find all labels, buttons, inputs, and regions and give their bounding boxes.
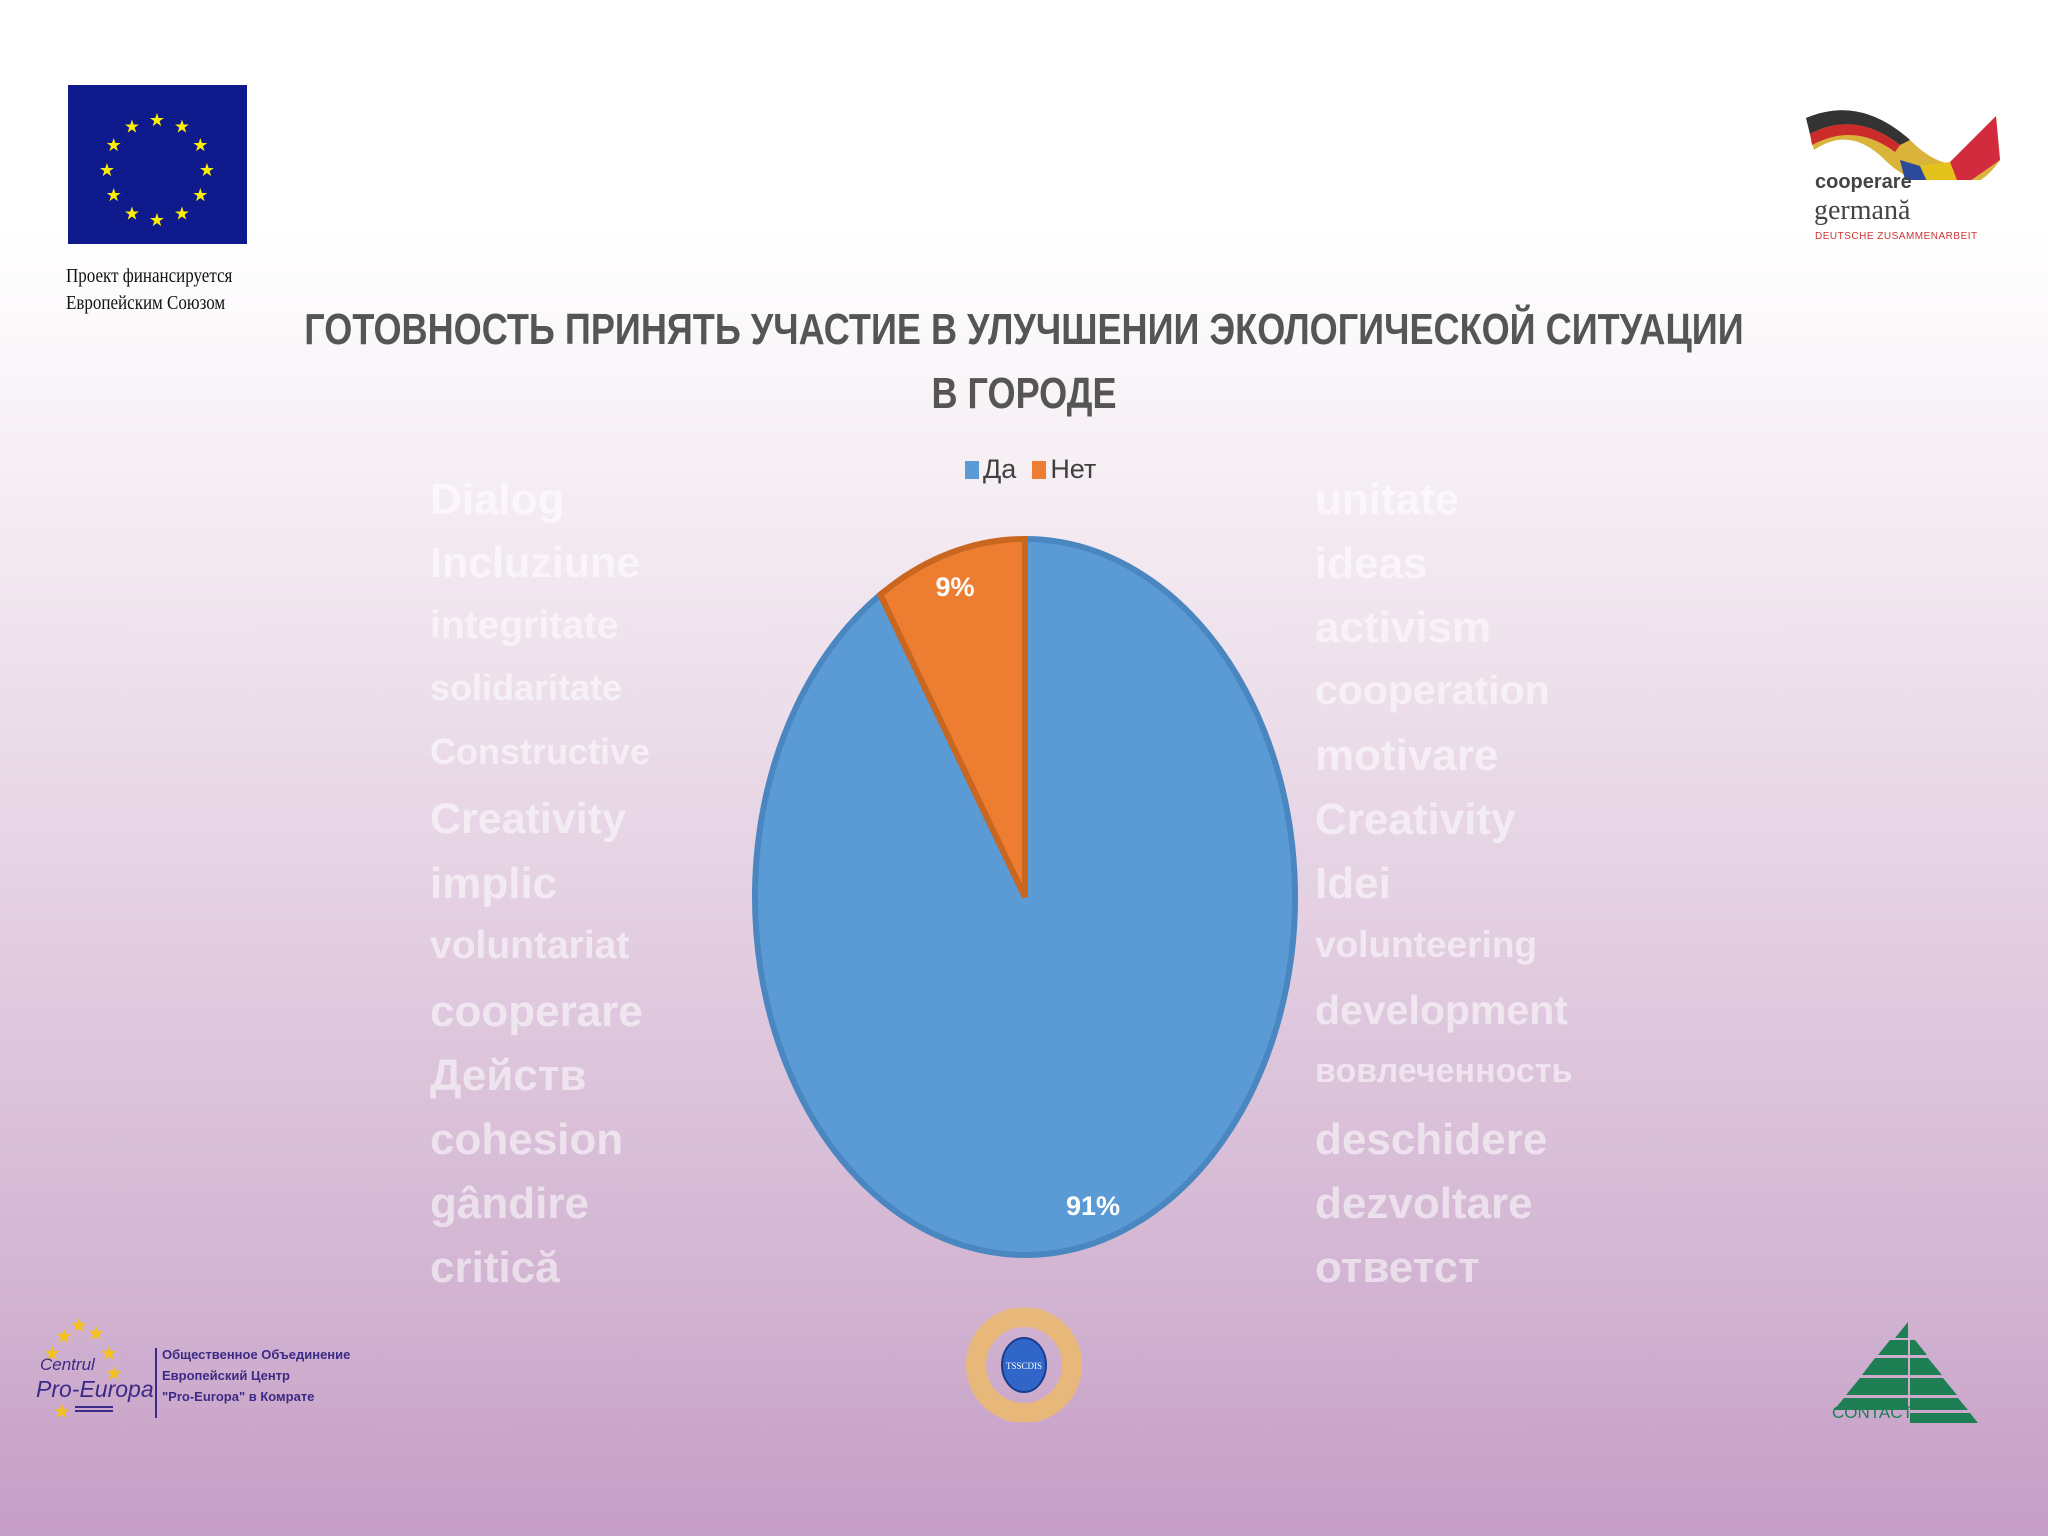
caption-line: Проект финансируется: [66, 265, 233, 287]
background-word: solidaritate: [430, 667, 623, 708]
pro-europa-line: Европейский Центр: [162, 1368, 290, 1383]
background-word: cooperare: [430, 987, 643, 1036]
eu-funding-caption: Проект финансируется Европейским Союзом: [66, 263, 232, 317]
background-word: motivare: [1315, 731, 1499, 780]
eu-star-icon: ★: [199, 160, 215, 180]
background-word: cohesion: [430, 1115, 624, 1164]
background-word: cooperation: [1315, 667, 1550, 713]
data-label-net: 9%: [935, 572, 974, 602]
contact-pyramid-logo: [1834, 1322, 1978, 1423]
background-word: Incluziune: [430, 539, 641, 587]
background-word: Creativity: [1315, 795, 1516, 844]
svg-text:★: ★: [43, 1343, 61, 1365]
pie-slice-net: [876, 535, 1028, 899]
pro-europa-stars-logo: ★★ ★★ ★★★: [43, 1318, 157, 1423]
chart-title: ГОТОВНОСТЬ ПРИНЯТЬ УЧАСТИЕ В УЛУЧШЕНИИ Э…: [0, 298, 2048, 426]
pro-europa-line: "Pro-Europa" в Комрате: [162, 1389, 315, 1404]
eu-star-icon: ★: [124, 117, 140, 137]
background-word: Constructive: [430, 731, 651, 772]
eu-star-icon: ★: [99, 160, 115, 180]
eu-star-icon: ★: [149, 110, 165, 130]
eu-star-icon: ★: [192, 185, 208, 205]
background-word: voluntariat: [430, 924, 630, 967]
background-word: development: [1315, 987, 1568, 1033]
chart-title-line: ГОТОВНОСТЬ ПРИНЯТЬ УЧАСТИЕ В УЛУЧШЕНИИ Э…: [304, 305, 1744, 354]
background-word: вовлеченность: [1315, 1052, 1573, 1090]
background-word: deschidere: [1315, 1115, 1548, 1164]
legend-item-net: Нет: [1032, 454, 1097, 485]
pro-europa-name-2: Pro-Europa: [36, 1376, 154, 1402]
eu-star-icon: ★: [106, 135, 122, 155]
hands-circle-logo: TSSCDIS: [966, 1308, 1082, 1422]
eu-star-icon: ★: [149, 210, 165, 230]
background-word: ideas: [1315, 539, 1428, 588]
pie-slice-da: [752, 535, 1298, 1258]
giz-text-germana: germană: [1814, 195, 1911, 226]
background-word: Creativity: [430, 795, 626, 843]
background-word: integritate: [430, 604, 619, 647]
eu-star-icon: ★: [124, 203, 140, 223]
svg-text:★: ★: [105, 1363, 123, 1385]
background-word: ответст: [1315, 1243, 1480, 1292]
eu-star-icon: ★: [174, 117, 190, 137]
legend-item-da: Да: [965, 454, 1017, 485]
background-word: critică: [430, 1243, 560, 1292]
eu-star-icon: ★: [192, 135, 208, 155]
pro-europa-name-1: Centrul: [40, 1355, 95, 1374]
legend-label: Нет: [1050, 454, 1097, 484]
pro-europa-description: Общественное Объединение Европейский Цен…: [162, 1344, 350, 1407]
eu-flag-logo: ★ ★ ★ ★ ★ ★ ★ ★ ★ ★ ★ ★: [68, 85, 247, 244]
german-moldova-flag-ribbon: [1806, 110, 2000, 180]
background-word: Dialog: [430, 475, 565, 524]
svg-text:★: ★: [87, 1323, 105, 1345]
background-word: gândire: [430, 1179, 589, 1228]
pro-europa-line: Общественное Объединение: [162, 1347, 351, 1362]
legend-label: Да: [983, 454, 1017, 484]
contact-logo-text: CONTACT: [1832, 1403, 1913, 1422]
caption-line: Европейским Союзом: [66, 292, 226, 314]
background-word: activism: [1315, 603, 1492, 652]
eu-star-icon: ★: [174, 203, 190, 223]
giz-text-cooperare: cooperare: [1815, 171, 1912, 193]
background-word: implic: [430, 859, 558, 908]
giz-text-deutsche: DEUTSCHE ZUSAMMENARBEIT: [1815, 231, 1978, 242]
legend-swatch-net: [1032, 460, 1047, 479]
legend-swatch-da: [965, 460, 979, 479]
background-word: Idei: [1315, 859, 1391, 908]
background-word: unitate: [1315, 475, 1460, 524]
chart-title-line: В ГОРОДЕ: [931, 369, 1117, 418]
svg-text:★: ★: [100, 1343, 118, 1365]
background-word: Действ: [430, 1051, 587, 1100]
svg-text:★: ★: [70, 1318, 88, 1337]
svg-text:★: ★: [55, 1326, 73, 1348]
eu-star-icon: ★: [106, 185, 122, 205]
hands-logo-text: TSSCDIS: [1006, 1361, 1042, 1371]
svg-text:★: ★: [53, 1401, 71, 1423]
background-word: volunteering: [1315, 924, 1538, 965]
data-label-da: 91%: [1066, 1191, 1120, 1221]
chart-legend: Да Нет: [965, 454, 1097, 485]
background-word: dezvoltare: [1315, 1179, 1533, 1228]
